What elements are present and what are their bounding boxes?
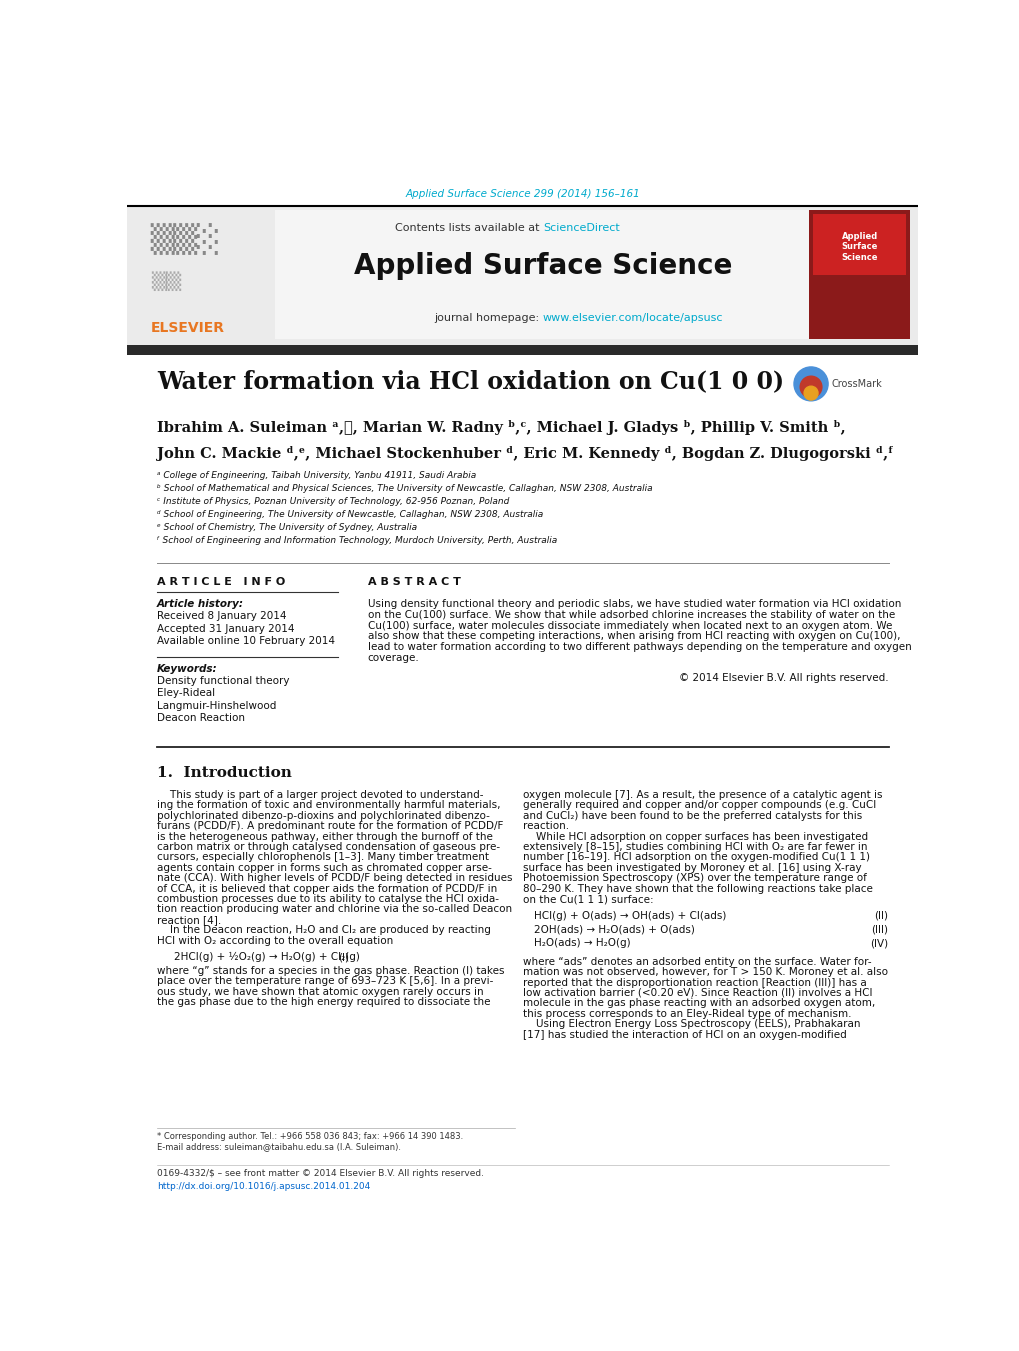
Text: low activation barrier (<0.20 eV). Since Reaction (II) involves a HCl: low activation barrier (<0.20 eV). Since… xyxy=(522,988,871,998)
Text: ▒▒░: ▒▒░ xyxy=(151,223,221,255)
Text: polychlorinated dibenzo-p-dioxins and polychlorinated dibenzo-: polychlorinated dibenzo-p-dioxins and po… xyxy=(157,811,489,821)
Text: ▒▒: ▒▒ xyxy=(151,272,180,292)
Text: 80–290 K. They have shown that the following reactions take place: 80–290 K. They have shown that the follo… xyxy=(522,884,872,893)
Text: (II): (II) xyxy=(873,911,888,920)
Text: lead to water formation according to two different pathways depending on the tem: lead to water formation according to two… xyxy=(368,642,911,653)
Text: the gas phase due to the high energy required to dissociate the: the gas phase due to the high energy req… xyxy=(157,997,490,1008)
Text: reaction.: reaction. xyxy=(522,821,569,831)
Text: (III): (III) xyxy=(870,924,888,935)
Text: Ibrahim A. Suleiman ᵃ,⋆, Marian W. Radny ᵇ,ᶜ, Michael J. Gladys ᵇ, Phillip V. Sm: Ibrahim A. Suleiman ᵃ,⋆, Marian W. Radny… xyxy=(157,420,845,435)
Text: E-mail address: suleiman@taibahu.edu.sa (I.A. Suleiman).: E-mail address: suleiman@taibahu.edu.sa … xyxy=(157,1142,400,1151)
Text: CrossMark: CrossMark xyxy=(832,378,881,389)
Text: molecule in the gas phase reacting with an adsorbed oxygen atom,: molecule in the gas phase reacting with … xyxy=(522,998,874,1008)
Bar xyxy=(812,213,906,276)
Text: Applied Surface Science 299 (2014) 156–161: Applied Surface Science 299 (2014) 156–1… xyxy=(405,189,640,200)
Text: Keywords:: Keywords: xyxy=(157,663,217,674)
Text: place over the temperature range of 693–723 K [5,6]. In a previ-: place over the temperature range of 693–… xyxy=(157,977,493,986)
Text: A B S T R A C T: A B S T R A C T xyxy=(368,577,461,586)
Text: * Corresponding author. Tel.: +966 558 036 843; fax: +966 14 390 1483.: * Corresponding author. Tel.: +966 558 0… xyxy=(157,1132,463,1140)
Text: ᶠ School of Engineering and Information Technology, Murdoch University, Perth, A: ᶠ School of Engineering and Information … xyxy=(157,536,556,546)
Text: is the heterogeneous pathway, either through the burnoff of the: is the heterogeneous pathway, either thr… xyxy=(157,832,492,842)
Text: Received 8 January 2014: Received 8 January 2014 xyxy=(157,612,286,621)
Text: journal homepage:: journal homepage: xyxy=(434,313,542,323)
Text: reaction [4].: reaction [4]. xyxy=(157,915,221,925)
Text: mation was not observed, however, for T > 150 K. Moroney et al. also: mation was not observed, however, for T … xyxy=(522,967,887,977)
Text: John C. Mackie ᵈ,ᵉ, Michael Stockenhuber ᵈ, Eric M. Kennedy ᵈ, Bogdan Z. Dlugogo: John C. Mackie ᵈ,ᵉ, Michael Stockenhuber… xyxy=(157,446,893,461)
Text: nate (CCA). With higher levels of PCDD/F being detected in residues: nate (CCA). With higher levels of PCDD/F… xyxy=(157,873,512,884)
Text: Article history:: Article history: xyxy=(157,598,244,609)
Circle shape xyxy=(793,367,827,401)
Text: © 2014 Elsevier B.V. All rights reserved.: © 2014 Elsevier B.V. All rights reserved… xyxy=(679,673,888,684)
Text: Langmuir-Hinshelwood: Langmuir-Hinshelwood xyxy=(157,701,276,711)
Text: Using Electron Energy Loss Spectroscopy (EELS), Prabhakaran: Using Electron Energy Loss Spectroscopy … xyxy=(522,1019,859,1029)
Text: generally required and copper and/or copper compounds (e.g. CuCl: generally required and copper and/or cop… xyxy=(522,800,875,811)
Text: A R T I C L E   I N F O: A R T I C L E I N F O xyxy=(157,577,285,586)
Text: ing the formation of toxic and environmentally harmful materials,: ing the formation of toxic and environme… xyxy=(157,800,500,811)
Text: number [16–19]. HCl adsorption on the oxygen-modified Cu(1 1 1): number [16–19]. HCl adsorption on the ox… xyxy=(522,852,869,862)
Text: Available online 10 February 2014: Available online 10 February 2014 xyxy=(157,636,334,646)
Bar xyxy=(274,209,809,339)
Text: coverage.: coverage. xyxy=(368,653,419,663)
Text: ScienceDirect: ScienceDirect xyxy=(542,223,620,232)
Text: also show that these competing interactions, when arising from HCl reacting with: also show that these competing interacti… xyxy=(368,631,900,642)
Text: ᵇ School of Mathematical and Physical Sciences, The University of Newcastle, Cal: ᵇ School of Mathematical and Physical Sc… xyxy=(157,484,652,493)
Text: Cu(100) surface, water molecules dissociate immediately when located next to an : Cu(100) surface, water molecules dissoci… xyxy=(368,620,892,631)
Text: 0169-4332/$ – see front matter © 2014 Elsevier B.V. All rights reserved.: 0169-4332/$ – see front matter © 2014 El… xyxy=(157,1170,483,1178)
Text: H₂O(ads) → H₂O(g): H₂O(ads) → H₂O(g) xyxy=(534,939,631,948)
Text: of CCA, it is believed that copper aids the formation of PCDD/F in: of CCA, it is believed that copper aids … xyxy=(157,884,496,893)
Text: 2OH(ads) → H₂O(ads) + O(ads): 2OH(ads) → H₂O(ads) + O(ads) xyxy=(534,924,695,935)
Text: where “ads” denotes an adsorbed entity on the surface. Water for-: where “ads” denotes an adsorbed entity o… xyxy=(522,957,870,967)
Text: Photoemission Spectroscopy (XPS) over the temperature range of: Photoemission Spectroscopy (XPS) over th… xyxy=(522,873,866,884)
Text: Applied Surface Science: Applied Surface Science xyxy=(354,253,732,280)
Text: Density functional theory: Density functional theory xyxy=(157,676,289,686)
Text: Using density functional theory and periodic slabs, we have studied water format: Using density functional theory and peri… xyxy=(368,598,900,609)
Text: and CuCl₂) have been found to be the preferred catalysts for this: and CuCl₂) have been found to be the pre… xyxy=(522,811,861,821)
Text: (IV): (IV) xyxy=(869,939,888,948)
Text: furans (PCDD/F). A predominant route for the formation of PCDD/F: furans (PCDD/F). A predominant route for… xyxy=(157,821,502,831)
Text: 2HCl(g) + ½O₂(g) → H₂O(g) + Cl₂(g): 2HCl(g) + ½O₂(g) → H₂O(g) + Cl₂(g) xyxy=(174,952,360,962)
Text: on the Cu(1 1 1) surface:: on the Cu(1 1 1) surface: xyxy=(522,894,653,904)
Text: HCl with O₂ according to the overall equation: HCl with O₂ according to the overall equ… xyxy=(157,936,392,946)
Text: on the Cu(100) surface. We show that while adsorbed chlorine increases the stabi: on the Cu(100) surface. We show that whi… xyxy=(368,609,894,620)
Text: Deacon Reaction: Deacon Reaction xyxy=(157,713,245,723)
Text: ᵈ School of Engineering, The University of Newcastle, Callaghan, NSW 2308, Austr: ᵈ School of Engineering, The University … xyxy=(157,511,543,519)
Text: HCl(g) + O(ads) → OH(ads) + Cl(ads): HCl(g) + O(ads) → OH(ads) + Cl(ads) xyxy=(534,911,726,920)
Text: While HCl adsorption on copper surfaces has been investigated: While HCl adsorption on copper surfaces … xyxy=(522,832,867,842)
Text: ous study, we have shown that atomic oxygen rarely occurs in: ous study, we have shown that atomic oxy… xyxy=(157,986,483,997)
Text: carbon matrix or through catalysed condensation of gaseous pre-: carbon matrix or through catalysed conde… xyxy=(157,842,499,852)
Text: reported that the disproportionation reaction [Reaction (III)] has a: reported that the disproportionation rea… xyxy=(522,978,866,988)
Text: surface has been investigated by Moroney et al. [16] using X-ray: surface has been investigated by Moroney… xyxy=(522,863,860,873)
Text: ᵃ College of Engineering, Taibah University, Yanbu 41911, Saudi Arabia: ᵃ College of Engineering, Taibah Univers… xyxy=(157,471,476,480)
Text: tion reaction producing water and chlorine via the so-called Deacon: tion reaction producing water and chlori… xyxy=(157,904,512,915)
Text: This study is part of a larger project devoted to understand-: This study is part of a larger project d… xyxy=(157,790,483,800)
Text: combustion processes due to its ability to catalyse the HCl oxida-: combustion processes due to its ability … xyxy=(157,894,498,904)
Text: 1.  Introduction: 1. Introduction xyxy=(157,766,291,780)
Text: oxygen molecule [7]. As a result, the presence of a catalytic agent is: oxygen molecule [7]. As a result, the pr… xyxy=(522,790,881,800)
Text: ᵉ School of Chemistry, The University of Sydney, Australia: ᵉ School of Chemistry, The University of… xyxy=(157,523,417,532)
Bar xyxy=(809,209,909,339)
Text: where “g” stands for a species in the gas phase. Reaction (I) takes: where “g” stands for a species in the ga… xyxy=(157,966,504,975)
Text: Applied
Surface
Science: Applied Surface Science xyxy=(841,232,877,262)
Text: Eley-Rideal: Eley-Rideal xyxy=(157,689,215,698)
Text: cursors, especially chlorophenols [1–3]. Many timber treatment: cursors, especially chlorophenols [1–3].… xyxy=(157,852,488,862)
Text: [17] has studied the interaction of HCl on an oxygen-modified: [17] has studied the interaction of HCl … xyxy=(522,1029,846,1039)
Text: this process corresponds to an Eley-Rideal type of mechanism.: this process corresponds to an Eley-Ride… xyxy=(522,1009,851,1019)
Text: Water formation via HCl oxidation on Cu(1 0 0): Water formation via HCl oxidation on Cu(… xyxy=(157,370,784,393)
Text: Accepted 31 January 2014: Accepted 31 January 2014 xyxy=(157,624,294,634)
Text: ELSEVIER: ELSEVIER xyxy=(151,320,224,335)
Text: http://dx.doi.org/10.1016/j.apsusc.2014.01.204: http://dx.doi.org/10.1016/j.apsusc.2014.… xyxy=(157,1182,370,1190)
Bar xyxy=(127,205,917,345)
Bar xyxy=(127,345,917,354)
Text: Contents lists available at: Contents lists available at xyxy=(394,223,542,232)
Text: extensively [8–15], studies combining HCl with O₂ are far fewer in: extensively [8–15], studies combining HC… xyxy=(522,842,866,852)
Text: agents contain copper in forms such as chromated copper arse-: agents contain copper in forms such as c… xyxy=(157,863,491,873)
Text: In the Deacon reaction, H₂O and Cl₂ are produced by reacting: In the Deacon reaction, H₂O and Cl₂ are … xyxy=(157,925,490,935)
Circle shape xyxy=(800,376,821,397)
Text: www.elsevier.com/locate/apsusc: www.elsevier.com/locate/apsusc xyxy=(542,313,722,323)
Text: ᶜ Institute of Physics, Poznan University of Technology, 62-956 Poznan, Poland: ᶜ Institute of Physics, Poznan Universit… xyxy=(157,497,508,507)
Circle shape xyxy=(803,386,817,400)
Text: (I): (I) xyxy=(338,952,348,962)
